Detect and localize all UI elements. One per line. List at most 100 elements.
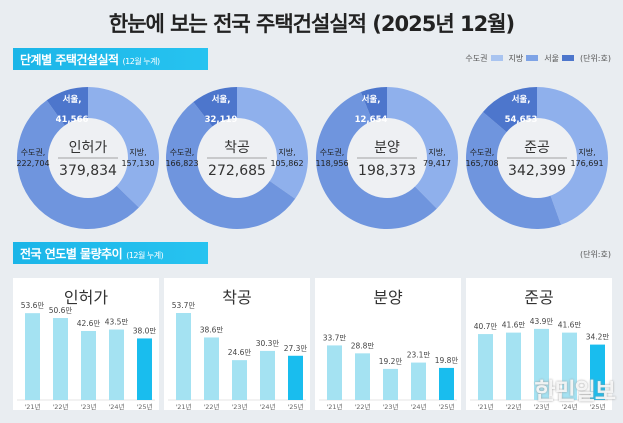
donut-1: 착공 272,685 지방, 105,862 수도권, 166,823 서울, 32,119: [165, 87, 308, 230]
label-metro: 수도권,: [21, 147, 46, 157]
donut-slice: [387, 87, 459, 209]
donut-2: 분양 198,373 지방, 79,417 수도권, 118,956 서울, 12,654: [315, 87, 459, 230]
bar: [506, 332, 521, 400]
x-tick-label: '24년: [108, 402, 124, 410]
label-seoul: 서울,: [63, 94, 82, 105]
unit-label: (단위:호): [579, 250, 611, 259]
panel-title: 인허가: [63, 288, 109, 307]
label-local: 지방,: [578, 147, 595, 157]
bar-label: 34.2만: [586, 333, 610, 342]
section-sub: (12월 누계): [122, 57, 161, 66]
bar: [204, 337, 219, 400]
bar: [478, 334, 493, 400]
donut-charts: 인허가 379,834 지방, 157,130 수도권, 222,704 서울, 41,566…: [16, 87, 608, 230]
x-tick-label: '21년: [24, 402, 40, 410]
label-seoul: 서울,: [212, 94, 231, 105]
donut-slice: [537, 87, 608, 225]
section-label: 전국 연도별 물량추이: [20, 247, 123, 261]
label-seoul: 서울,: [362, 94, 381, 105]
label-metro: 수도권,: [470, 147, 495, 157]
bar: [81, 330, 96, 400]
legend-item-seoul: 서울: [544, 53, 574, 64]
donut-slice: [466, 111, 562, 229]
value-local: 79,417: [423, 159, 451, 168]
bar: [383, 368, 398, 400]
label-local: 지방,: [129, 147, 146, 157]
donut-title: 착공: [224, 140, 250, 156]
bar-label: 24.6만: [228, 348, 252, 357]
donut-total: 198,373: [358, 163, 416, 179]
label-local: 지방,: [428, 147, 445, 157]
bar-label: 19.8만: [435, 356, 459, 365]
watermark-logo: 한민일보: [534, 379, 616, 405]
value-metro: 222,704: [16, 159, 49, 168]
bar-label: 42.6만: [77, 319, 101, 328]
bar-label: 40.7만: [474, 322, 498, 331]
x-tick-label: '25년: [589, 402, 605, 410]
value-local: 105,862: [270, 159, 303, 168]
bar-label: 19.2만: [379, 357, 403, 366]
donut-slice: [88, 87, 159, 208]
label-seoul: 서울,: [512, 94, 531, 105]
bar-label: 27.3만: [284, 344, 308, 353]
x-tick-label: '24년: [561, 402, 577, 410]
value-metro: 165,708: [465, 159, 498, 168]
bar-label: 41.6만: [558, 321, 582, 330]
bar-panel-2: 분양 33.7만 '21년 28.8만 '22년 19.2만 '23년 23.1만 '24년 19…: [315, 278, 461, 410]
value-local: 176,691: [570, 159, 603, 168]
page-title: 한눈에 보는 전국 주택건설실적 (2025년 12월): [108, 12, 515, 36]
bar-panel-3: 준공 40.7만 '21년 41.6만 '22년 43.9만 '23년 41.6만 '24년 34…: [466, 278, 612, 410]
legend: 수도권 지방 서울 (단위:호): [465, 53, 611, 64]
legend-item-metro: 수도권: [465, 53, 503, 64]
panel-title: 분양: [373, 288, 403, 307]
label-local: 지방,: [278, 147, 295, 157]
x-tick-label: '25년: [287, 402, 303, 410]
bar-label: 43.9만: [530, 317, 554, 326]
donut-slice: [315, 91, 437, 230]
bar: [562, 332, 577, 400]
x-tick-label: '22년: [354, 402, 370, 410]
section-header-trend: 전국 연도별 물량추이 (12월 누계): [13, 242, 208, 264]
donut-title: 인허가: [69, 140, 108, 156]
bar: [439, 367, 454, 400]
bar-panel-1: 착공 53.7만 '21년 38.6만 '22년 24.6만 '23년 30.3만 '24년 27…: [164, 278, 310, 410]
bar: [327, 345, 342, 400]
donut-slice: [193, 87, 237, 129]
donut-slice: [46, 87, 88, 128]
section-label: 단계별 주택건설실적: [20, 53, 119, 67]
legend-item-local: 지방: [509, 53, 539, 64]
x-tick-label: '22년: [203, 402, 219, 410]
bar: [260, 350, 275, 400]
label-metro: 수도권,: [170, 147, 195, 157]
donut-slice: [165, 102, 296, 230]
bar: [137, 338, 152, 400]
bar: [109, 329, 124, 400]
unit-label: (단위:호): [579, 54, 611, 63]
x-tick-label: '21년: [477, 402, 493, 410]
bar: [288, 355, 303, 400]
donut-total: 379,834: [59, 163, 117, 179]
bar-label: 33.7만: [323, 333, 347, 342]
panel-title: 착공: [222, 288, 252, 307]
bar-label: 23.1만: [407, 351, 431, 360]
x-tick-label: '23년: [382, 402, 398, 410]
bar: [590, 344, 605, 400]
x-tick-label: '25년: [438, 402, 454, 410]
bar: [53, 318, 68, 400]
bar-label: 50.6만: [49, 306, 73, 315]
donut-total: 342,399: [508, 163, 566, 179]
value-metro: 118,956: [315, 159, 348, 168]
bar-panel-0: 인허가 53.6만 '21년 50.6만 '22년 42.6만 '23년 43.5만 '24년 3…: [13, 278, 159, 410]
value-local: 157,130: [121, 159, 154, 168]
panel-title: 준공: [524, 288, 554, 307]
donut-3: 준공 342,399 지방, 176,691 수도권, 165,708 서울, 54,653: [465, 87, 608, 229]
donut-title: 준공: [524, 140, 550, 156]
bar: [232, 360, 247, 400]
x-tick-label: '23년: [80, 402, 96, 410]
bar: [25, 313, 40, 400]
label-metro: 수도권,: [320, 147, 345, 157]
bar-label: 53.7만: [172, 301, 196, 310]
x-tick-label: '24년: [410, 402, 426, 410]
donut-slice: [17, 100, 139, 229]
bar-label: 28.8만: [351, 341, 375, 350]
